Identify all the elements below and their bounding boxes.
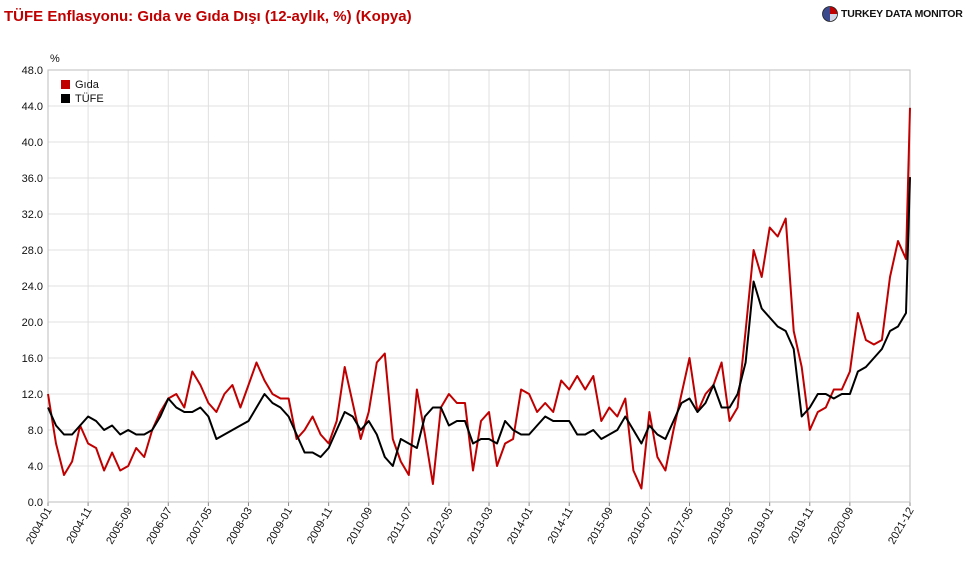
plot-area-border — [47, 69, 911, 503]
brand[interactable]: TURKEY DATA MONITOR — [822, 6, 963, 22]
y-tick-label: 4.0 — [28, 461, 43, 473]
x-tick-label: 2019-01 — [746, 506, 777, 547]
legend-swatch — [61, 80, 70, 89]
y-tick-label: 24.0 — [22, 281, 43, 293]
y-tick-label: 36.0 — [22, 173, 43, 185]
chart-title: TÜFE Enflasyonu: Gıda ve Gıda Dışı (12-a… — [4, 8, 412, 25]
y-tick-label: 32.0 — [22, 209, 43, 221]
x-tick-label: 2019-11 — [786, 506, 816, 546]
y-tick-label: 0.0 — [28, 497, 43, 509]
x-tick-label: 2016-07 — [625, 506, 656, 547]
chart-series — [47, 107, 911, 490]
globe-logo-icon — [822, 6, 838, 22]
series-tufe — [47, 177, 911, 467]
x-tick-label: 2012-05 — [425, 506, 456, 547]
x-tick-label: 2010-09 — [345, 506, 376, 547]
x-tick-label: 2014-11 — [546, 506, 576, 546]
series-line — [47, 107, 911, 490]
legend-swatch — [61, 94, 70, 103]
brand-name: TURKEY DATA MONITOR — [841, 8, 963, 20]
x-tick-label: 2017-05 — [666, 506, 697, 547]
x-tick-label: 2005-09 — [104, 506, 135, 547]
x-tick-label: 2009-01 — [265, 506, 296, 547]
y-axis-unit-label: % — [50, 53, 60, 65]
y-tick-label: 40.0 — [22, 137, 43, 149]
x-tick-label: 2007-05 — [184, 506, 215, 547]
x-tick-label: 2020-09 — [826, 506, 857, 547]
y-tick-label: 12.0 — [22, 389, 43, 401]
y-tick-label: 28.0 — [22, 245, 43, 257]
y-tick-label: 8.0 — [28, 425, 43, 437]
chart-legend: Gıda TÜFE — [61, 79, 104, 105]
x-tick-label: 2004-01 — [24, 506, 55, 547]
x-tick-label: 2014-01 — [505, 506, 536, 547]
y-tick-label: 16.0 — [22, 353, 43, 365]
x-tick-label: 2021-12 — [886, 506, 917, 547]
y-axis-ticks: 0.0 4.0 8.0 12.0 16.0 20.0 24.0 28.0 32.0 36.0 40.… — [22, 65, 43, 509]
x-tick-label: 2006-07 — [144, 506, 175, 547]
x-tick-label: 2008-03 — [224, 506, 255, 547]
x-tick-label: 2011-07 — [385, 506, 415, 546]
x-axis-ticks: 2004-01 2004-11 2005-09 2006-07 2007-05 2008-… — [24, 502, 917, 546]
y-tick-label: 44.0 — [22, 101, 43, 113]
y-tick-label: 20.0 — [22, 317, 43, 329]
x-tick-label: 2009-11 — [305, 506, 335, 546]
x-tick-label: 2018-03 — [706, 506, 737, 547]
legend-label: Gıda — [75, 79, 100, 91]
x-tick-label: 2013-03 — [465, 506, 496, 547]
y-tick-label: 48.0 — [22, 65, 43, 77]
legend-label: TÜFE — [75, 93, 104, 105]
x-tick-label: 2015-09 — [585, 506, 616, 547]
series-gida — [47, 107, 911, 490]
x-tick-label: 2004-11 — [65, 506, 95, 546]
